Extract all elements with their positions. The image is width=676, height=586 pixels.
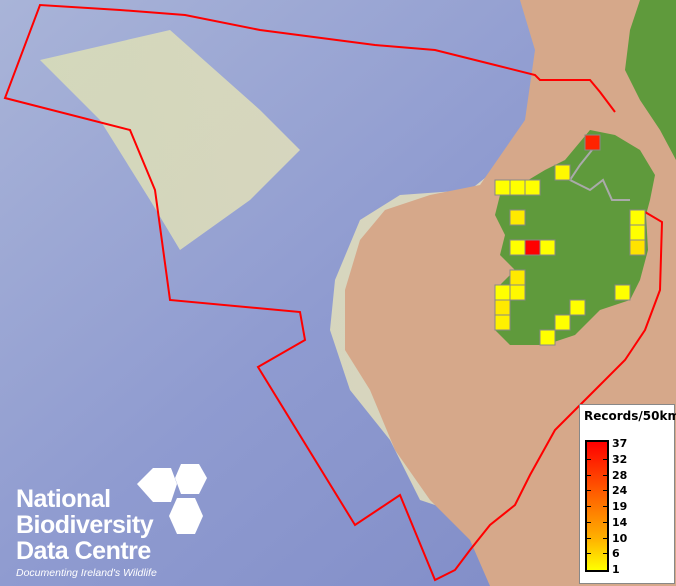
- britain-landmass: [625, 0, 676, 160]
- record-square[interactable]: [494, 284, 511, 301]
- record-square[interactable]: [494, 179, 511, 196]
- logo-line-1: National: [16, 485, 111, 513]
- record-square[interactable]: [494, 314, 511, 331]
- legend-label: 32: [612, 452, 628, 466]
- record-square[interactable]: [509, 179, 526, 196]
- legend-label: 28: [612, 468, 628, 482]
- record-square[interactable]: [629, 239, 646, 256]
- legend-label: 10: [612, 531, 628, 545]
- eez-boundary: [3, 3, 664, 582]
- record-square[interactable]: [509, 284, 526, 301]
- legend-tick: [587, 506, 591, 507]
- legend-tick: [603, 553, 607, 555]
- legend-color-ramp: [585, 440, 609, 572]
- legend-tick: [603, 490, 607, 492]
- record-square[interactable]: [554, 164, 571, 181]
- legend-label: 1: [612, 563, 620, 576]
- record-square[interactable]: [524, 239, 541, 256]
- legend-label: 24: [612, 484, 628, 498]
- legend-title: Records/50km: [584, 409, 676, 423]
- record-square[interactable]: [629, 209, 646, 226]
- legend-label: 19: [612, 500, 628, 513]
- record-square[interactable]: [509, 239, 526, 256]
- legend-label: 37: [612, 437, 628, 450]
- legend-label: 6: [612, 547, 620, 561]
- record-square[interactable]: [554, 314, 571, 331]
- record-square[interactable]: [524, 179, 541, 196]
- legend-tick: [603, 506, 607, 507]
- record-square[interactable]: [494, 299, 511, 316]
- legend-tick: [587, 553, 591, 555]
- logo-tagline: Documenting Ireland's Wildlife: [16, 567, 157, 579]
- record-square[interactable]: [509, 269, 526, 286]
- record-square[interactable]: [539, 239, 556, 256]
- legend-tick: [603, 537, 607, 539]
- legend-tick: [587, 537, 591, 539]
- legend-tick: [603, 458, 607, 460]
- legend: Records/50km 37 32 28 24 19 14 10 6 1: [579, 404, 676, 584]
- legend-tick: [587, 458, 591, 460]
- legend-tick: [587, 490, 591, 492]
- legend-label: 14: [612, 515, 628, 529]
- record-square[interactable]: [509, 209, 526, 226]
- legend-tick: [603, 474, 607, 476]
- legend-tick: [587, 474, 591, 476]
- record-square[interactable]: [614, 284, 631, 301]
- logo-line-2: Biodiversity: [16, 511, 154, 539]
- record-square[interactable]: [569, 299, 586, 316]
- border-line: [568, 149, 630, 201]
- record-square[interactable]: [584, 134, 601, 151]
- nbdc-logo: National Biodiversity Data Centre Docume…: [16, 486, 157, 579]
- record-square[interactable]: [629, 224, 646, 241]
- record-squares: [494, 134, 646, 346]
- logo-line-3: Data Centre: [16, 537, 151, 565]
- legend-tick: [587, 521, 591, 523]
- legend-tick: [603, 521, 607, 523]
- record-square[interactable]: [539, 329, 556, 346]
- logo-hexagons-icon: [137, 464, 207, 534]
